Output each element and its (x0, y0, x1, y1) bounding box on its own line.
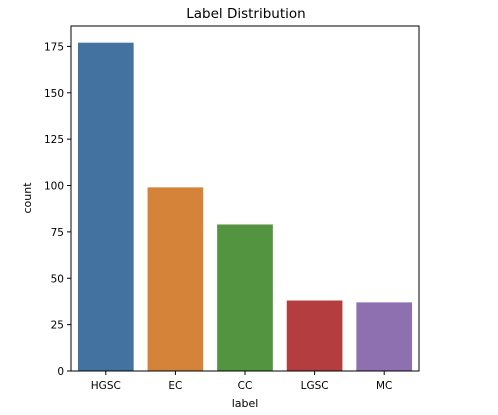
x-tick-label: MC (376, 380, 392, 392)
x-axis-label: label (232, 397, 259, 410)
y-tick-label: 125 (44, 134, 64, 146)
y-tick-label: 25 (51, 320, 64, 332)
x-tick-label: CC (238, 380, 253, 392)
chart-title: Label Distribution (186, 6, 305, 22)
x-tick-label: HGSC (91, 380, 121, 392)
bar-cc (217, 224, 273, 371)
y-axis-label: count (21, 182, 34, 214)
y-tick-label: 50 (51, 273, 64, 285)
y-tick-label: 100 (44, 181, 64, 193)
y-tick-label: 150 (44, 88, 64, 100)
y-axis-ticks: 0 25 50 75 100 125 150 175 (44, 41, 71, 378)
bar-ec (147, 187, 204, 371)
plot-frame (70, 25, 420, 372)
x-tick-label: LGSC (301, 380, 329, 392)
x-tick-label: EC (168, 380, 182, 392)
bars-group (77, 42, 413, 371)
x-axis-ticks: HGSC EC CC LGSC MC (91, 371, 392, 392)
y-tick-label: 75 (51, 227, 64, 239)
y-tick-label: 175 (44, 41, 64, 53)
y-tick-label: 0 (57, 366, 64, 378)
bar-hgsc (77, 42, 134, 371)
bar-lgsc (286, 300, 343, 371)
bar-mc (356, 302, 413, 371)
